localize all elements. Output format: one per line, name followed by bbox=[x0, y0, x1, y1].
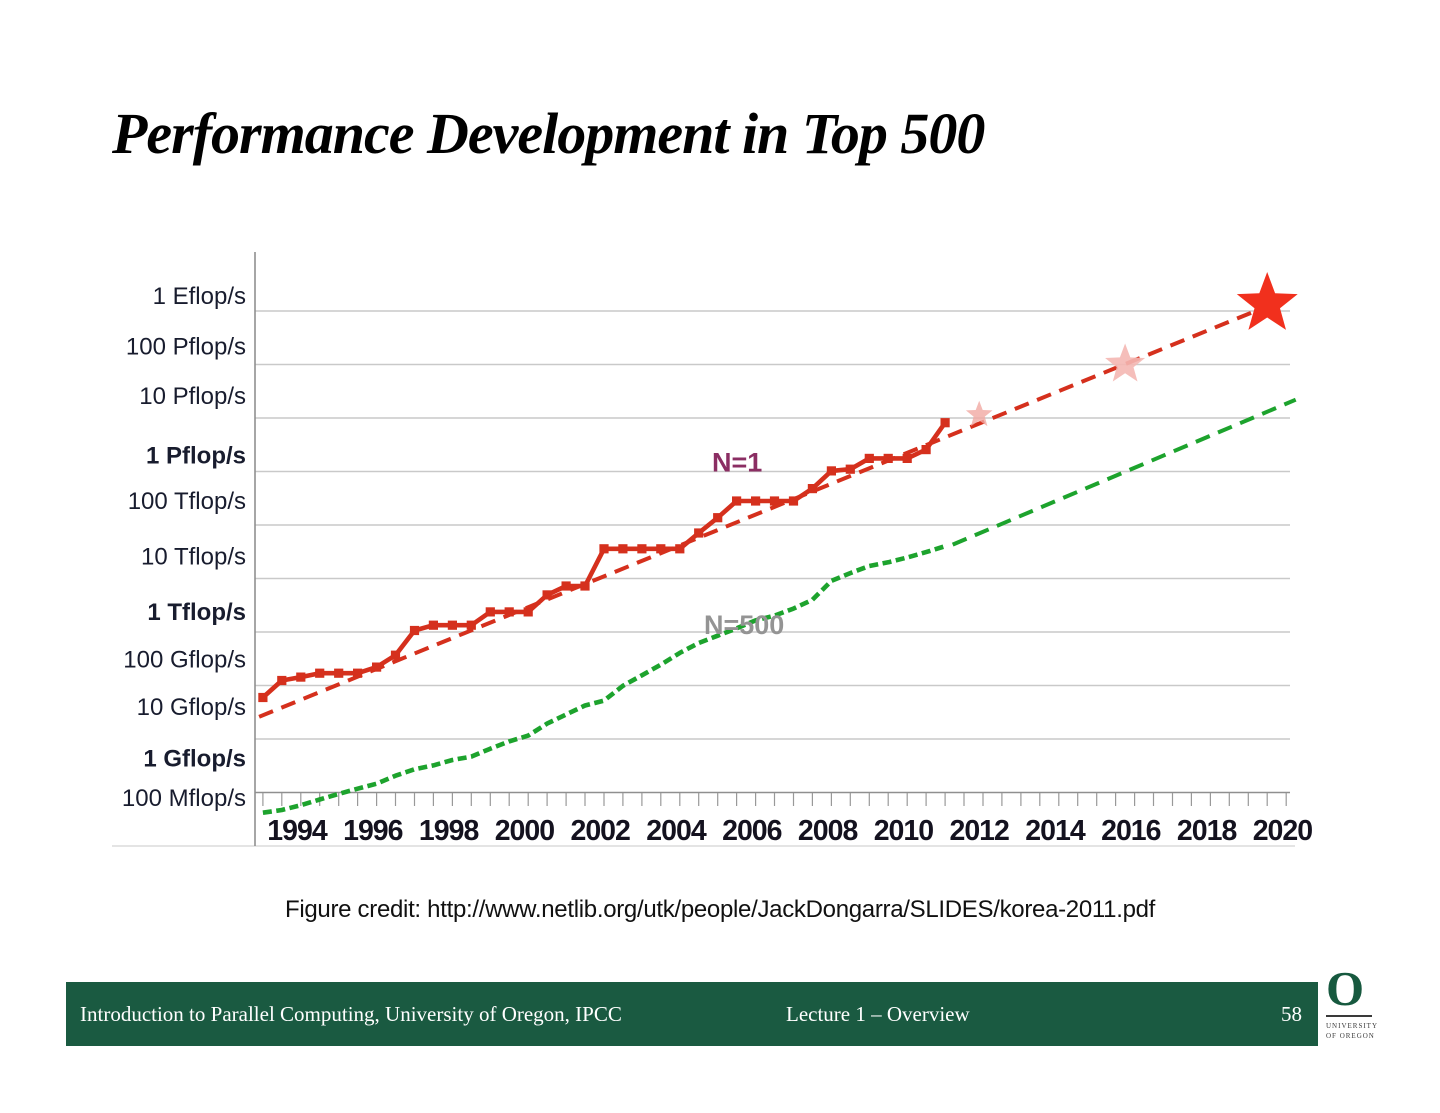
data-point-marker bbox=[656, 544, 666, 554]
data-point-marker bbox=[637, 544, 647, 554]
data-point-marker bbox=[618, 544, 628, 554]
series-n-1-trend bbox=[258, 305, 1265, 719]
data-point-marker bbox=[485, 607, 495, 617]
data-point-marker bbox=[694, 528, 704, 538]
data-point-marker bbox=[769, 496, 780, 506]
x-axis-label: 2018 bbox=[1177, 815, 1237, 847]
x-axis-label: 1996 bbox=[343, 815, 403, 847]
x-axis-label: 1994 bbox=[267, 815, 328, 847]
data-point-marker bbox=[561, 581, 571, 591]
y-axis-label: 10 Gflop/s bbox=[137, 694, 246, 721]
x-axis-label: 2002 bbox=[570, 815, 630, 847]
x-axis-label: 2016 bbox=[1101, 815, 1161, 847]
footer-page-number: 58 bbox=[1281, 1002, 1302, 1026]
footer-bar: Introduction to Parallel Computing, Univ… bbox=[66, 982, 1318, 1046]
data-point-marker bbox=[447, 620, 457, 630]
y-axis-label: 1 Tflop/s bbox=[147, 599, 246, 626]
data-point-marker bbox=[466, 620, 476, 630]
y-axis-label: 100 Tflop/s bbox=[128, 488, 246, 515]
series-n-500 bbox=[262, 544, 946, 815]
data-point-marker bbox=[580, 581, 590, 591]
data-point-marker bbox=[807, 484, 817, 494]
milestone-star bbox=[965, 400, 993, 427]
data-point-marker bbox=[845, 464, 855, 474]
y-axis-label: 100 Gflop/s bbox=[123, 647, 246, 674]
data-point-marker bbox=[599, 544, 609, 554]
y-axis-label: 1 Eflop/s bbox=[153, 283, 246, 310]
data-point-marker bbox=[523, 607, 533, 617]
x-axis-label: 2012 bbox=[949, 815, 1009, 847]
x-axis-label: 2010 bbox=[874, 815, 934, 847]
x-axis-label: 2014 bbox=[1025, 815, 1086, 847]
data-point-marker bbox=[940, 418, 950, 428]
y-axis-label: 100 Pflop/s bbox=[126, 334, 246, 361]
university-of-oregon-logo: O UNIVERSITY OF OREGON bbox=[1326, 961, 1386, 1041]
footer-course-text: Introduction to Parallel Computing, Univ… bbox=[80, 1002, 622, 1026]
data-point-marker bbox=[409, 625, 420, 636]
y-axis-label: 10 Pflop/s bbox=[139, 383, 246, 410]
series-n-1 bbox=[261, 421, 947, 700]
data-point-marker bbox=[902, 453, 912, 463]
data-point-marker bbox=[542, 590, 552, 600]
uo-logo-rule bbox=[1326, 1015, 1372, 1018]
data-point-marker bbox=[751, 496, 761, 506]
y-axis-label: 1 Gflop/s bbox=[143, 746, 246, 773]
milestone-star bbox=[1236, 272, 1298, 330]
data-point-marker bbox=[353, 668, 363, 678]
x-axis-label: 2008 bbox=[798, 815, 858, 847]
data-point-marker bbox=[315, 668, 325, 678]
uo-logo-university-text: UNIVERSITY bbox=[1326, 1022, 1378, 1031]
data-point-marker bbox=[428, 620, 438, 630]
annotation-n-1: N=1 bbox=[712, 448, 762, 478]
y-axis-label: 100 Mflop/s bbox=[122, 785, 246, 812]
series-n-500-trend bbox=[951, 397, 1297, 547]
footer-lecture-text: Lecture 1 – Overview bbox=[786, 1002, 970, 1026]
data-point-marker bbox=[504, 607, 514, 617]
x-axis-label: 2020 bbox=[1253, 815, 1313, 847]
y-axis-label: 1 Pflop/s bbox=[146, 443, 246, 470]
annotation-n-500: N=500 bbox=[704, 610, 784, 640]
data-point-marker bbox=[334, 668, 344, 678]
y-axis-label: 10 Tflop/s bbox=[141, 544, 246, 571]
figure-credit: Figure credit: http://www.netlib.org/utk… bbox=[284, 896, 1156, 923]
x-axis-label: 2006 bbox=[722, 815, 782, 847]
uo-logo-of-oregon-text: OF OREGON bbox=[1326, 1032, 1375, 1041]
data-point-marker bbox=[296, 672, 306, 682]
milestone-star bbox=[1105, 343, 1146, 382]
data-point-marker bbox=[390, 650, 401, 660]
data-point-marker bbox=[713, 513, 723, 523]
data-point-marker bbox=[675, 544, 685, 554]
x-axis-label: 1998 bbox=[419, 815, 479, 847]
data-point-marker bbox=[826, 466, 836, 476]
x-axis-label: 2004 bbox=[646, 815, 707, 847]
data-point-marker bbox=[277, 675, 287, 686]
data-point-marker bbox=[883, 453, 893, 463]
x-axis-label: 2000 bbox=[495, 815, 555, 847]
page-title: Performance Development in Top 500 bbox=[112, 101, 985, 166]
data-point-marker bbox=[921, 445, 931, 455]
data-point-marker bbox=[732, 496, 742, 506]
data-point-marker bbox=[258, 692, 268, 703]
data-point-marker bbox=[864, 453, 874, 463]
uo-logo-o-mark: O bbox=[1326, 961, 1365, 1016]
